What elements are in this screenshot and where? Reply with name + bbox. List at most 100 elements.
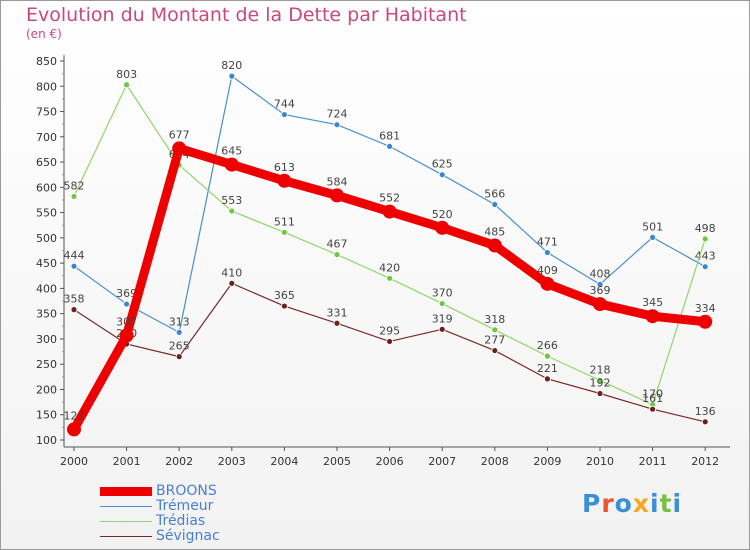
data-label-sevignac: 192 bbox=[590, 377, 611, 390]
logo-letter: P bbox=[582, 489, 602, 518]
data-label-tremeur: 724 bbox=[327, 108, 348, 121]
x-tick-label: 2012 bbox=[691, 455, 719, 468]
data-label-sevignac: 410 bbox=[221, 266, 242, 279]
x-tick-label: 2011 bbox=[639, 455, 667, 468]
data-label-sevignac: 358 bbox=[64, 293, 85, 306]
data-label-tredias: 582 bbox=[64, 179, 85, 192]
x-tick-label: 2007 bbox=[428, 455, 456, 468]
legend-swatch-tremeur bbox=[100, 506, 152, 507]
data-label-tremeur: 444 bbox=[64, 249, 85, 262]
legend-label-tredias: Trédias bbox=[156, 513, 206, 529]
data-point-sevignac bbox=[70, 306, 78, 314]
logo-letter: r bbox=[601, 489, 615, 518]
data-point-sevignac bbox=[491, 347, 499, 354]
data-label-broons: 409 bbox=[537, 264, 558, 277]
data-point-tredias bbox=[280, 228, 288, 236]
data-label-sevignac: 221 bbox=[537, 362, 558, 375]
data-label-sevignac: 331 bbox=[327, 306, 348, 319]
data-point-broons bbox=[277, 173, 292, 188]
x-tick-label: 2005 bbox=[323, 455, 351, 468]
data-point-broons bbox=[330, 188, 344, 203]
data-point-broons bbox=[119, 328, 134, 343]
data-label-broons: 552 bbox=[379, 192, 400, 205]
data-label-broons: 520 bbox=[432, 208, 453, 221]
logo-letter: i bbox=[650, 489, 660, 518]
y-tick-label: 450 bbox=[36, 257, 57, 270]
data-label-broons: 613 bbox=[274, 161, 295, 174]
data-label-tremeur: 369 bbox=[116, 287, 137, 300]
data-point-tremeur bbox=[701, 263, 709, 271]
data-label-tredias: 266 bbox=[537, 339, 558, 352]
data-point-sevignac bbox=[438, 325, 446, 333]
data-point-sevignac bbox=[175, 353, 183, 361]
data-point-tremeur bbox=[544, 249, 551, 256]
data-label-sevignac: 136 bbox=[695, 405, 716, 418]
y-tick-label: 600 bbox=[36, 181, 57, 194]
data-point-tredias bbox=[491, 326, 499, 334]
data-point-tremeur bbox=[491, 201, 499, 208]
data-label-tredias: 803 bbox=[116, 68, 137, 81]
data-label-tredias: 553 bbox=[221, 194, 242, 207]
data-point-tredias bbox=[386, 274, 394, 282]
data-label-broons: 645 bbox=[221, 145, 242, 158]
data-point-tremeur bbox=[333, 121, 341, 129]
data-point-tremeur bbox=[280, 111, 288, 118]
data-label-broons: 121 bbox=[64, 409, 85, 422]
data-point-sevignac bbox=[386, 338, 394, 345]
series-line-broons bbox=[69, 143, 710, 434]
y-tick-label: 250 bbox=[36, 358, 57, 371]
x-tick-label: 2009 bbox=[533, 455, 561, 468]
data-label-tredias: 318 bbox=[484, 313, 505, 326]
data-point-tredias bbox=[123, 81, 130, 89]
legend-label-broons: BROONS bbox=[156, 483, 217, 499]
data-point-sevignac bbox=[544, 375, 551, 383]
data-point-broons bbox=[67, 422, 81, 437]
y-tick-label: 300 bbox=[36, 333, 57, 346]
data-label-tremeur: 471 bbox=[537, 236, 558, 249]
data-point-sevignac bbox=[333, 319, 341, 327]
logo-letter: t bbox=[659, 489, 673, 518]
data-label-tremeur: 820 bbox=[221, 59, 242, 72]
chart-subtitle: (en €) bbox=[26, 27, 62, 41]
data-label-broons: 345 bbox=[642, 296, 663, 309]
data-point-sevignac bbox=[596, 390, 604, 397]
data-label-tremeur: 744 bbox=[274, 98, 295, 111]
data-point-sevignac bbox=[701, 418, 709, 426]
data-point-broons bbox=[487, 238, 502, 253]
y-tick-label: 200 bbox=[36, 383, 57, 396]
data-point-tredias bbox=[544, 352, 551, 360]
data-label-broons: 334 bbox=[695, 302, 716, 315]
data-point-tremeur bbox=[649, 233, 656, 241]
data-label-tremeur: 625 bbox=[432, 158, 453, 171]
data-point-tredias bbox=[438, 300, 446, 307]
data-point-broons bbox=[540, 276, 555, 291]
y-tick-label: 650 bbox=[36, 156, 57, 169]
data-label-broons: 485 bbox=[484, 225, 505, 238]
data-label-sevignac: 265 bbox=[169, 340, 190, 353]
legend-swatch-sevignac bbox=[100, 536, 152, 537]
data-label-tredias: 170 bbox=[642, 388, 663, 401]
data-point-sevignac bbox=[649, 405, 656, 413]
x-tick-label: 2003 bbox=[218, 455, 246, 468]
proxiti-logo[interactable]: Proxiti bbox=[582, 489, 682, 518]
data-label-tredias: 467 bbox=[327, 238, 348, 251]
data-point-broons bbox=[172, 141, 187, 156]
y-tick-label: 500 bbox=[36, 232, 57, 245]
data-label-tredias: 498 bbox=[695, 222, 716, 235]
y-tick-label: 850 bbox=[36, 55, 57, 68]
data-point-sevignac bbox=[228, 279, 236, 287]
data-label-sevignac: 295 bbox=[379, 324, 400, 337]
data-point-broons bbox=[593, 297, 607, 312]
y-tick-label: 750 bbox=[36, 106, 57, 119]
data-label-tredias: 370 bbox=[432, 287, 453, 300]
data-label-sevignac: 161 bbox=[642, 392, 663, 405]
data-label-tremeur: 408 bbox=[590, 267, 611, 280]
x-tick-label: 2010 bbox=[586, 455, 614, 468]
data-point-sevignac bbox=[280, 302, 288, 310]
data-point-tremeur bbox=[70, 262, 78, 270]
y-tick-label: 700 bbox=[36, 131, 57, 144]
data-point-tremeur bbox=[438, 171, 446, 179]
data-label-sevignac: 319 bbox=[432, 312, 453, 325]
x-tick-label: 2008 bbox=[481, 455, 509, 468]
